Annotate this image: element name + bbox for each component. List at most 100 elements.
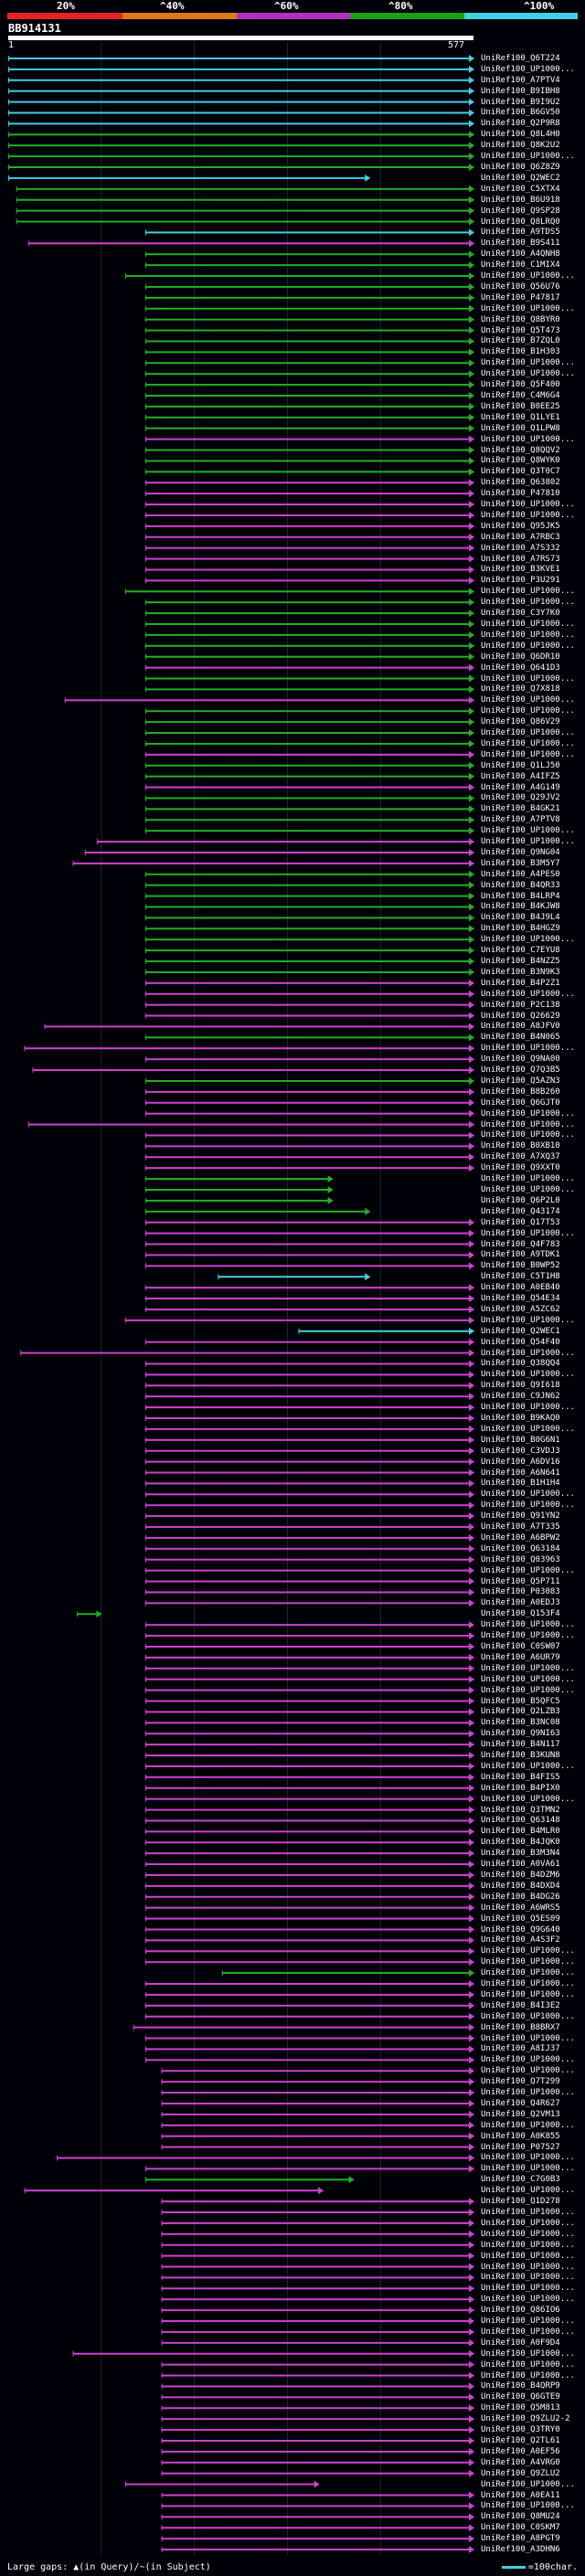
hit-label[interactable]: UniRef100_A6WRS5	[481, 1903, 560, 1913]
hit-row-182[interactable]	[133, 2023, 474, 2031]
hit-bar[interactable]	[124, 590, 473, 593]
hit-row-2[interactable]	[8, 65, 474, 73]
hit-row-174[interactable]	[144, 1936, 474, 1945]
hit-bar[interactable]	[144, 1591, 473, 1594]
hit-row-14[interactable]	[16, 196, 474, 204]
hit-bar[interactable]	[144, 514, 473, 516]
hit-bar[interactable]	[144, 1406, 473, 1409]
hit-row-188[interactable]	[161, 2089, 474, 2097]
hit-bar[interactable]	[144, 449, 473, 451]
hit-label[interactable]: UniRef100_UP1000...	[481, 1968, 575, 1978]
hit-bar[interactable]	[161, 2200, 473, 2203]
hit-row-167[interactable]	[144, 1860, 474, 1869]
hit-label[interactable]: UniRef100_Q9SP28	[481, 206, 560, 216]
hit-label[interactable]: UniRef100_UP1000...	[481, 2284, 575, 2294]
hit-row-98[interactable]	[144, 1109, 474, 1118]
hit-bar[interactable]	[16, 220, 473, 223]
hit-row-75[interactable]	[72, 859, 474, 867]
hit-bar[interactable]	[144, 351, 473, 354]
hit-label[interactable]: UniRef100_Q6GJT0	[481, 1097, 560, 1108]
hit-label[interactable]: UniRef100_UP1000...	[481, 2066, 575, 2076]
hit-label[interactable]: UniRef100_UP1000...	[481, 1130, 575, 1140]
hit-bar[interactable]	[144, 764, 473, 767]
hit-bar[interactable]	[144, 1700, 473, 1702]
hit-bar[interactable]	[144, 1058, 473, 1061]
hit-bar[interactable]	[144, 1645, 473, 1648]
hit-bar[interactable]	[144, 1917, 473, 1920]
hit-label[interactable]: UniRef100_B9KAQ0	[481, 1413, 560, 1423]
hit-label[interactable]: UniRef100_B4KJW8	[481, 902, 560, 912]
hit-row-169[interactable]	[144, 1882, 474, 1890]
hit-bar[interactable]	[144, 482, 473, 484]
hit-label[interactable]: UniRef100_UP1000...	[481, 1489, 575, 1500]
hit-row-171[interactable]	[144, 1903, 474, 1912]
hit-label[interactable]: UniRef100_UP1000...	[481, 1761, 575, 1771]
hit-row-109[interactable]	[144, 1229, 474, 1237]
hit-bar[interactable]	[144, 666, 473, 669]
hit-row-195[interactable]	[144, 2165, 474, 2173]
hit-bar[interactable]	[144, 1438, 473, 1441]
hit-row-229[interactable]	[161, 2535, 474, 2543]
hit-label[interactable]: UniRef100_Q5T473	[481, 325, 560, 335]
hit-label[interactable]: UniRef100_Q54E34	[481, 1294, 560, 1304]
hit-bar[interactable]	[161, 2221, 473, 2224]
hit-row-24[interactable]	[144, 304, 474, 313]
hit-bar[interactable]	[144, 1232, 473, 1235]
hit-label[interactable]: UniRef100_UP1000...	[481, 510, 575, 520]
hit-row-215[interactable]	[161, 2382, 474, 2390]
hit-bar[interactable]	[144, 1765, 473, 1767]
hit-label[interactable]: UniRef100_A4S3F2	[481, 1935, 560, 1945]
hit-label[interactable]: UniRef100_B8B260	[481, 1087, 560, 1097]
hit-label[interactable]: UniRef100_C1MIX4	[481, 260, 560, 270]
hit-bar[interactable]	[144, 1178, 333, 1181]
hit-label[interactable]: UniRef100_B4QR33	[481, 880, 560, 890]
hit-bar[interactable]	[124, 2483, 319, 2486]
hit-label[interactable]: UniRef100_C9JN62	[481, 1392, 560, 1402]
hit-label[interactable]: UniRef100_B4JQK0	[481, 1838, 560, 1848]
hit-bar[interactable]	[144, 1754, 473, 1757]
hit-row-19[interactable]	[144, 250, 474, 259]
hit-label[interactable]: UniRef100_UP1000...	[481, 1979, 575, 1989]
hit-label[interactable]: UniRef100_Q2VM13	[481, 2109, 560, 2119]
hit-label[interactable]: UniRef100_Q9NG04	[481, 847, 560, 857]
hit-row-164[interactable]	[144, 1828, 474, 1836]
hit-row-29[interactable]	[144, 359, 474, 367]
hit-bar[interactable]	[144, 535, 473, 538]
hit-row-190[interactable]	[161, 2110, 474, 2118]
hit-label[interactable]: UniRef100_B4DG26	[481, 1892, 560, 1902]
hit-label[interactable]: UniRef100_B5QFC5	[481, 1696, 560, 1706]
hit-bar[interactable]	[144, 1961, 473, 1964]
hit-bar[interactable]	[144, 384, 473, 387]
hit-label[interactable]: UniRef100_UP1000...	[481, 738, 575, 748]
hit-label[interactable]: UniRef100_UP1000...	[481, 2273, 575, 2283]
hit-label[interactable]: UniRef100_UP1000...	[481, 728, 575, 738]
hit-bar[interactable]	[144, 1819, 473, 1822]
hit-bar[interactable]	[144, 1308, 473, 1310]
hit-row-124[interactable]	[144, 1393, 474, 1401]
hit-row-212[interactable]	[72, 2349, 474, 2358]
hit-bar[interactable]	[161, 2461, 473, 2464]
hit-bar[interactable]	[144, 1112, 473, 1115]
hit-label[interactable]: UniRef100_Q8LRQ0	[481, 217, 560, 227]
hit-bar[interactable]	[144, 557, 473, 560]
hit-label[interactable]: UniRef100_UP1000...	[481, 989, 575, 999]
hit-label[interactable]: UniRef100_UP1000...	[481, 1663, 575, 1673]
hit-bar[interactable]	[161, 2254, 473, 2257]
hit-row-87[interactable]	[144, 990, 474, 998]
hit-row-147[interactable]	[144, 1642, 474, 1650]
hit-label[interactable]: UniRef100_A7T335	[481, 1522, 560, 1532]
hit-row-207[interactable]	[161, 2295, 474, 2304]
hit-label[interactable]: UniRef100_A3DHN6	[481, 2545, 560, 2555]
hit-row-143[interactable]	[144, 1599, 474, 1607]
hit-bar[interactable]	[144, 2015, 473, 2018]
hit-row-80[interactable]	[144, 914, 474, 922]
hit-label[interactable]: UniRef100_A9TDK1	[481, 1250, 560, 1260]
hit-bar[interactable]	[144, 884, 473, 886]
hit-row-141[interactable]	[144, 1577, 474, 1585]
hit-bar[interactable]	[8, 122, 473, 125]
hit-bar[interactable]	[144, 1841, 473, 1844]
hit-row-185[interactable]	[144, 2056, 474, 2064]
hit-label[interactable]: UniRef100_Q5F400	[481, 380, 560, 390]
hit-label[interactable]: UniRef100_B4N117	[481, 1740, 560, 1750]
hit-bar[interactable]	[144, 917, 473, 919]
